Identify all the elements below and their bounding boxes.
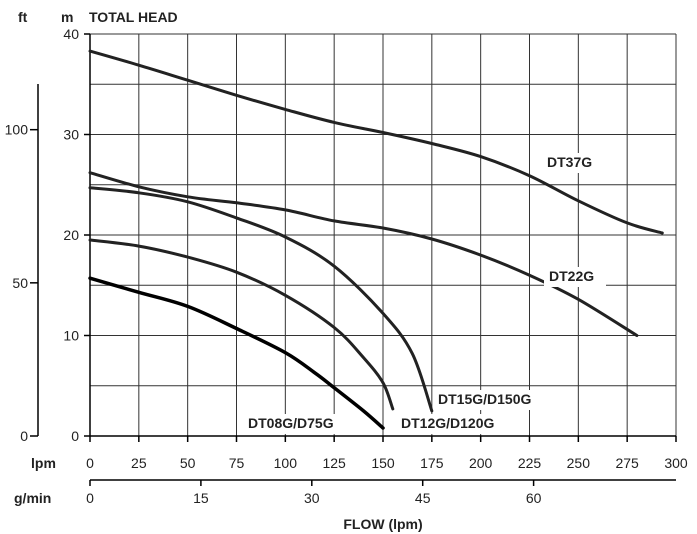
x-tick-label: 50 (180, 455, 196, 471)
y-tick-label: 0 (71, 428, 79, 444)
curve-label: DT15G/D150G (438, 391, 531, 407)
x-tick-label: 100 (274, 455, 298, 471)
curve-label-background (396, 414, 516, 434)
x-tick-label: 300 (664, 455, 688, 471)
ft-tick-label: 50 (12, 275, 28, 291)
ft-tick-label: 100 (5, 122, 29, 138)
gmin-tick-label: 60 (526, 490, 542, 506)
tick-labels: 0 25 50 75 100 125 150 175 200 225 250 275 300010203… (5, 26, 688, 506)
curves (88, 49, 664, 430)
curve-label-background (542, 153, 604, 173)
curve-line (88, 276, 385, 430)
x-unit-lpm: lpm (31, 455, 56, 471)
x-tick-label: 275 (615, 455, 639, 471)
y-tick-label: 30 (63, 127, 79, 143)
curve-line (88, 171, 639, 337)
gmin-tick-label: 30 (304, 490, 320, 506)
curve-label: DT22G (549, 268, 594, 284)
curve-label: DT12G/D120G (401, 415, 494, 431)
curve-label-background (434, 390, 554, 410)
x-tick-label: 0 (86, 455, 94, 471)
curve-line (88, 238, 395, 411)
curve-labels: DT37G DT22G DT15G/D150G DT12G/D120G DT08G/D7… (244, 153, 606, 434)
x-tick-label: 225 (518, 455, 542, 471)
gmin-tick-label: 45 (415, 490, 431, 506)
x-tick-label: 75 (229, 455, 245, 471)
x-tick-label: 125 (322, 455, 346, 471)
y-unit-m: m (61, 9, 73, 25)
curve-label: DT08G/D75G (248, 415, 334, 431)
curve-label-background (544, 267, 606, 287)
x-unit-gmin: g/min (14, 490, 51, 506)
ft-tick-label: 0 (20, 428, 28, 444)
x-tick-label: 175 (420, 455, 444, 471)
x-tick-label: 200 (469, 455, 493, 471)
y-tick-label: 20 (63, 227, 79, 243)
x-tick-label: 150 (371, 455, 395, 471)
x-tick-label: 25 (131, 455, 147, 471)
curve-label-background (244, 414, 356, 434)
x-tick-label: 250 (567, 455, 591, 471)
chart-title: TOTAL HEAD (89, 9, 178, 25)
axes (30, 33, 677, 486)
y-unit-ft: ft (18, 9, 28, 25)
curve-label: DT37G (547, 154, 592, 170)
gmin-tick-label: 0 (86, 490, 94, 506)
y-tick-label: 40 (63, 26, 79, 42)
y-tick-label: 10 (63, 328, 79, 344)
x-axis-title: FLOW (lpm) (343, 516, 422, 532)
curve-line (88, 49, 664, 235)
gmin-tick-label: 15 (193, 490, 209, 506)
curve-line (88, 186, 434, 413)
grid (89, 33, 677, 436)
